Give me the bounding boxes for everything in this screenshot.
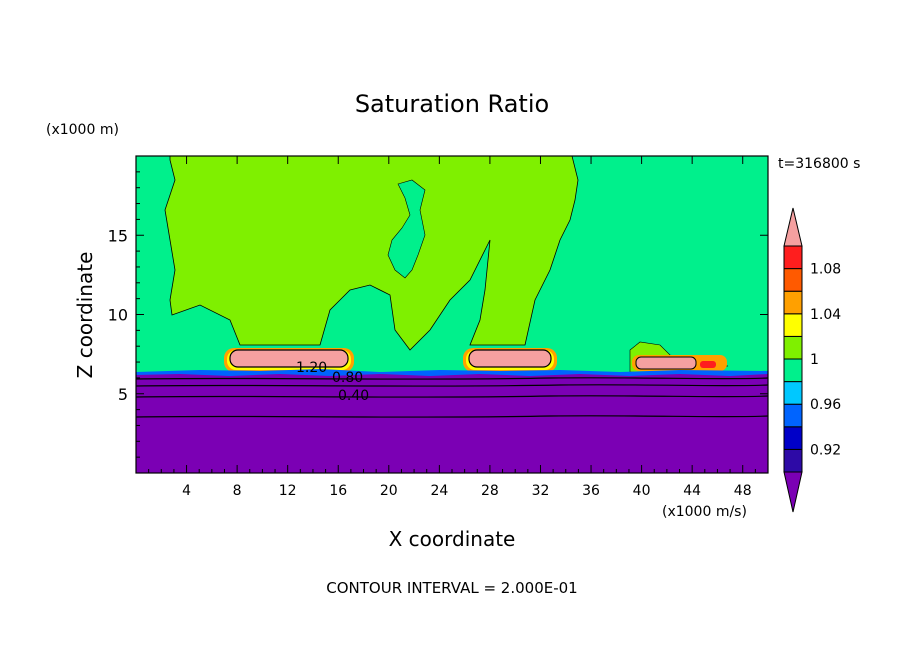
colorbar-swatch	[783, 403, 803, 428]
y-axis-label: Z coordinate	[73, 252, 97, 379]
x-units-label: (x1000 m/s)	[662, 504, 747, 520]
colorbar-top-arrow	[783, 207, 803, 247]
colorbar-swatch	[783, 290, 803, 315]
colorbar-swatch	[783, 448, 803, 473]
colorbar-label: 0.96	[810, 397, 841, 413]
time-label: t=316800 s	[778, 156, 860, 172]
y-tick-label: 10	[108, 306, 128, 325]
chart-title: Saturation Ratio	[355, 90, 549, 118]
x-axis: 4 8 12 16 20 24 28 32 36 40 44 48	[148, 156, 756, 499]
y-units-label: (x1000 m)	[46, 122, 119, 138]
contour-label: 1.20	[296, 360, 327, 376]
x-tick-label: 40	[633, 483, 651, 499]
contour-labels: 1.20 0.80 0.40	[296, 360, 369, 404]
colorbar-swatch	[783, 381, 803, 405]
x-tick-label: 24	[430, 483, 448, 499]
x-tick-label: 36	[582, 483, 600, 499]
x-tick-label: 8	[233, 483, 242, 499]
x-axis-label: X coordinate	[389, 527, 516, 551]
colorbar-swatch	[783, 268, 803, 292]
x-tick-label: 4	[182, 483, 191, 499]
x-tick-label: 44	[683, 483, 701, 499]
colorbar-swatch	[783, 245, 803, 270]
plot-area	[135, 155, 769, 474]
colorbar-swatch	[783, 426, 803, 450]
contour-label: 0.80	[332, 370, 363, 386]
colorbar-label: 1	[810, 352, 819, 368]
plume-region	[164, 155, 579, 351]
x-tick-label: 28	[481, 483, 499, 499]
colorbar-swatch	[783, 358, 803, 383]
colorbar-label: 0.92	[810, 442, 841, 458]
y-tick-label: 15	[108, 226, 128, 245]
contour-label: 0.40	[338, 388, 369, 404]
colorbar-label: 1.04	[810, 307, 841, 323]
contour-interval-footer: CONTOUR INTERVAL = 2.000E-01	[326, 579, 577, 597]
colorbar: 0.92 0.96 1 1.04 1.08	[783, 207, 841, 513]
x-tick-label: 12	[279, 483, 297, 499]
x-tick-label: 16	[329, 483, 347, 499]
contour-lines	[135, 377, 769, 418]
surface-region	[136, 374, 768, 473]
surface-layer	[136, 369, 768, 376]
y-axis: 5 10 15	[108, 171, 768, 458]
colorbar-swatch	[783, 335, 803, 360]
y-tick-label: 5	[118, 385, 128, 404]
colorbar-bottom-arrow	[783, 471, 803, 513]
x-tick-label: 20	[380, 483, 398, 499]
x-tick-label: 48	[734, 483, 752, 499]
colorbar-label: 1.08	[810, 262, 841, 278]
x-tick-label: 32	[532, 483, 550, 499]
colorbar-swatch	[783, 313, 803, 337]
cloud-blobs	[224, 348, 727, 372]
plume-hole	[387, 179, 426, 279]
